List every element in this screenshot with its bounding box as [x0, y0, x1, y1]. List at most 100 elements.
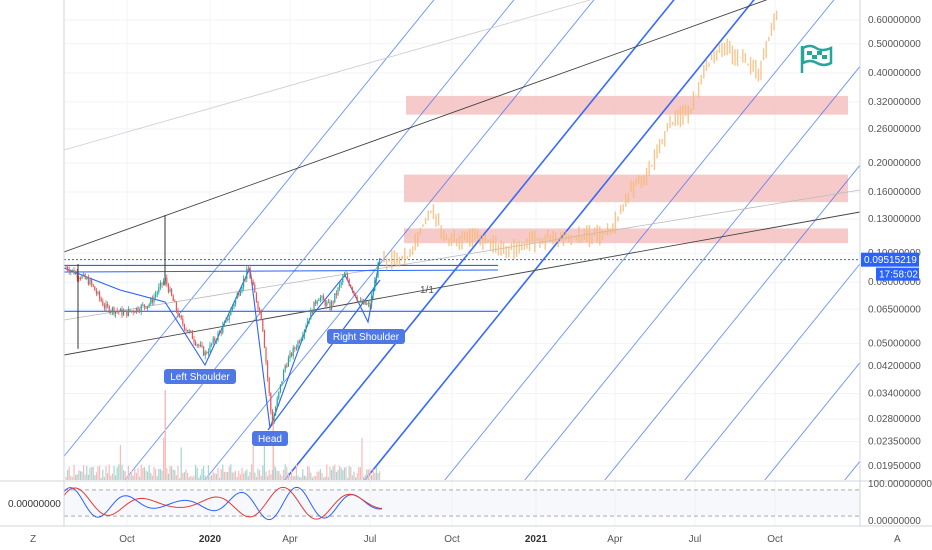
candle-body[interactable]	[179, 315, 181, 317]
candle-body[interactable]	[300, 338, 302, 343]
trend-line-lower[interactable]	[64, 211, 860, 356]
candle-body[interactable]	[348, 279, 350, 286]
candle-body[interactable]	[185, 329, 187, 331]
candle-body[interactable]	[94, 286, 96, 291]
candle-body[interactable]	[211, 343, 213, 345]
candle-body[interactable]	[355, 293, 357, 298]
pitchfork-line[interactable]	[540, 0, 932, 550]
candle-body[interactable]	[347, 274, 349, 280]
last-price-badge[interactable]	[861, 252, 919, 267]
candle-body[interactable]	[323, 296, 325, 300]
candle-body[interactable]	[375, 277, 377, 281]
candle-body[interactable]	[131, 310, 133, 312]
candle-body[interactable]	[113, 307, 115, 314]
pitchfork-line[interactable]	[460, 0, 930, 550]
candle-body[interactable]	[268, 378, 270, 394]
pitchfork-line[interactable]	[60, 0, 530, 550]
candle-body[interactable]	[265, 347, 267, 362]
candle-body[interactable]	[187, 329, 189, 332]
candle-body[interactable]	[363, 300, 365, 304]
candle-body[interactable]	[270, 393, 272, 412]
candle-body[interactable]	[199, 344, 201, 346]
candle-body[interactable]	[118, 311, 120, 313]
candle-body[interactable]	[318, 299, 320, 301]
support-line[interactable]	[267, 279, 381, 431]
candle-body[interactable]	[140, 305, 142, 312]
candle-body[interactable]	[297, 341, 299, 348]
candle-body[interactable]	[132, 310, 134, 313]
candle-body[interactable]	[171, 288, 173, 296]
candle-body[interactable]	[92, 284, 94, 287]
candle-body[interactable]	[342, 277, 344, 283]
candle-body[interactable]	[324, 299, 326, 306]
candle-body[interactable]	[78, 277, 80, 279]
candle-body[interactable]	[102, 301, 104, 306]
candle-body[interactable]	[129, 309, 131, 312]
candle-body[interactable]	[358, 300, 360, 302]
candle-body[interactable]	[67, 266, 69, 270]
candle-body[interactable]	[327, 302, 329, 304]
candle-body[interactable]	[364, 300, 366, 305]
candle-body[interactable]	[148, 304, 150, 306]
candle-body[interactable]	[195, 341, 197, 345]
candle-body[interactable]	[286, 365, 288, 367]
candle-body[interactable]	[97, 292, 99, 294]
candle-body[interactable]	[279, 384, 281, 392]
candle-body[interactable]	[310, 310, 312, 320]
candle-body[interactable]	[151, 298, 153, 303]
candle-body[interactable]	[87, 278, 89, 285]
candle-body[interactable]	[233, 304, 235, 307]
candle-body[interactable]	[255, 292, 257, 302]
candle-body[interactable]	[260, 310, 262, 321]
candle-body[interactable]	[235, 298, 237, 305]
candle-body[interactable]	[123, 311, 125, 316]
candle-body[interactable]	[273, 415, 275, 424]
candle-body[interactable]	[303, 329, 305, 336]
candle-body[interactable]	[241, 287, 243, 292]
candle-body[interactable]	[257, 301, 259, 309]
candle-body[interactable]	[137, 307, 139, 312]
candle-body[interactable]	[201, 344, 203, 347]
candle-body[interactable]	[350, 285, 352, 288]
candle-body[interactable]	[287, 358, 289, 367]
candle-body[interactable]	[147, 305, 149, 309]
candle-body[interactable]	[369, 302, 371, 307]
candle-body[interactable]	[177, 310, 179, 317]
candle-body[interactable]	[155, 294, 157, 297]
candle-body[interactable]	[110, 311, 112, 313]
candle-body[interactable]	[76, 272, 78, 278]
candle-body[interactable]	[243, 278, 245, 288]
candle-body[interactable]	[340, 282, 342, 285]
candle-body[interactable]	[361, 300, 363, 304]
candle-body[interactable]	[150, 298, 152, 305]
candle-body[interactable]	[307, 321, 309, 327]
pitchfork-line[interactable]	[0, 0, 450, 550]
candle-body[interactable]	[339, 284, 341, 288]
candle-body[interactable]	[145, 306, 147, 309]
candle-body[interactable]	[163, 280, 165, 285]
candle-body[interactable]	[75, 272, 77, 275]
candle-body[interactable]	[193, 338, 195, 342]
candle-body[interactable]	[169, 288, 171, 292]
candle-body[interactable]	[292, 347, 294, 356]
candle-body[interactable]	[227, 318, 229, 320]
candle-body[interactable]	[316, 300, 318, 304]
candle-body[interactable]	[108, 306, 110, 313]
candle-body[interactable]	[190, 330, 192, 332]
candle-body[interactable]	[259, 308, 261, 311]
candle-body[interactable]	[79, 278, 81, 280]
candle-body[interactable]	[295, 347, 297, 349]
candle-body[interactable]	[89, 279, 91, 285]
trend-line-upper[interactable]	[64, 0, 780, 253]
candle-body[interactable]	[223, 322, 225, 326]
candle-body[interactable]	[302, 335, 304, 339]
candle-body[interactable]	[247, 268, 249, 271]
candle-body[interactable]	[121, 308, 123, 316]
candle-body[interactable]	[236, 294, 238, 299]
candle-body[interactable]	[212, 338, 214, 344]
candle-body[interactable]	[166, 277, 168, 285]
candle-body[interactable]	[84, 274, 86, 279]
candle-body[interactable]	[371, 295, 373, 307]
candle-body[interactable]	[174, 301, 176, 303]
